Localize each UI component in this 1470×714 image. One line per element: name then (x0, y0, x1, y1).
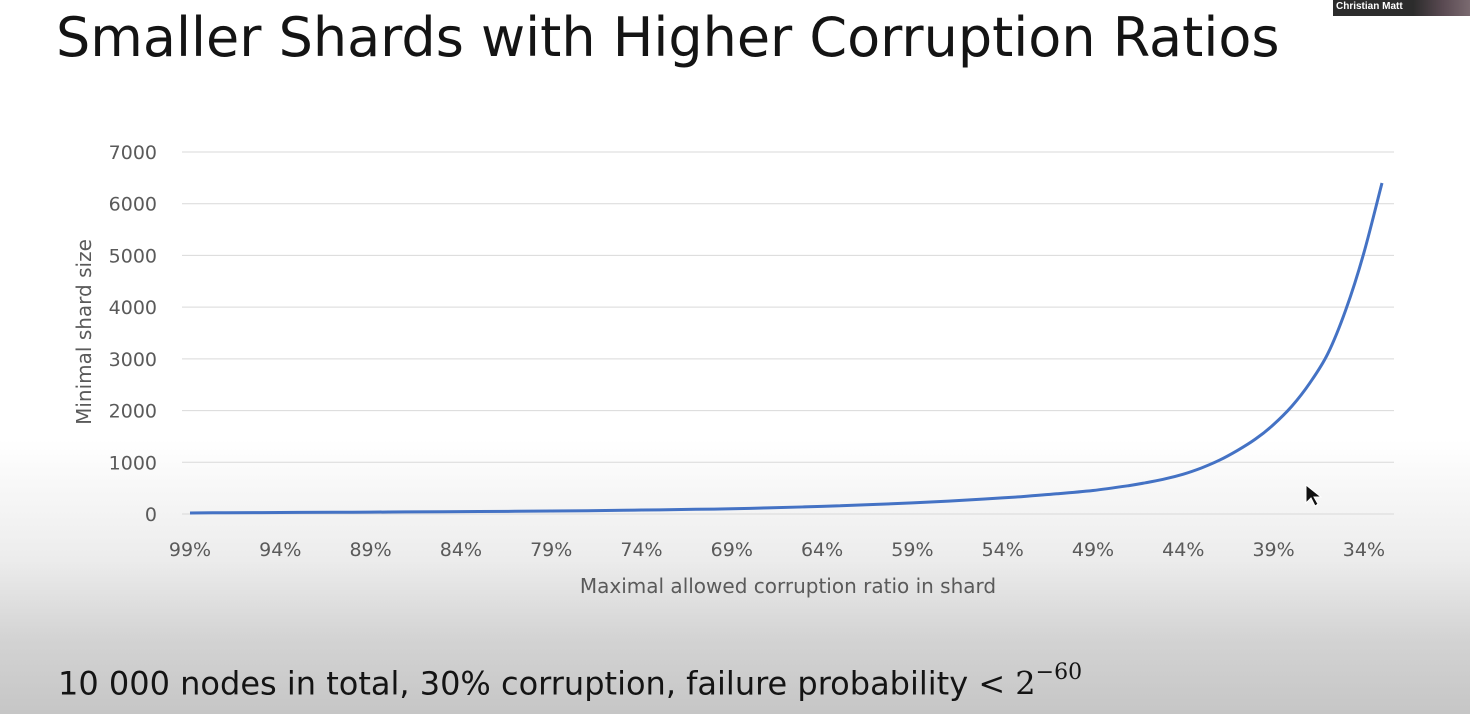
y-tick-label: 1000 (109, 452, 157, 474)
grid-lines (182, 151, 1394, 515)
x-tick-label: 84% (440, 539, 482, 561)
x-tick-label: 34% (1343, 539, 1385, 561)
mouse-cursor-icon (1305, 484, 1323, 507)
x-tick-label: 79% (530, 539, 572, 561)
x-tick-label: 94% (259, 539, 301, 561)
y-axis-ticks: 0 1000 2000 3000 4000 5000 6000 7000 (109, 142, 157, 526)
participant-video-tile: Christian Matt (1333, 0, 1470, 16)
footer-math-base: 2 (1015, 664, 1036, 703)
x-tick-label: 89% (349, 539, 391, 561)
y-axis-label: Minimal shard size (72, 239, 96, 425)
x-tick-label: 99% (169, 539, 211, 561)
x-tick-label: 69% (711, 539, 753, 561)
footer-caption: 10 000 nodes in total, 30% corruption, f… (58, 660, 1082, 703)
y-tick-label: 2000 (109, 401, 157, 423)
x-tick-label: 44% (1162, 539, 1204, 561)
x-tick-label: 74% (620, 539, 662, 561)
slide-title: Smaller Shards with Higher Corruption Ra… (56, 6, 1280, 69)
line-chart: 0 1000 2000 3000 4000 5000 6000 7000 99% 94% 89% 8… (72, 142, 1394, 598)
y-tick-label: 6000 (109, 194, 157, 216)
y-tick-label: 0 (145, 504, 157, 526)
x-tick-label: 54% (982, 539, 1024, 561)
series-line-minimal-shard-size (189, 182, 1384, 515)
footer-text: 10 000 nodes in total, 30% corruption, f… (58, 664, 969, 703)
x-tick-label: 39% (1252, 539, 1294, 561)
footer-math-exponent: −60 (1035, 660, 1083, 685)
x-axis-label: Maximal allowed corruption ratio in shar… (580, 574, 996, 598)
x-axis-ticks: 99% 94% 89% 84% 79% 74% 69% 64% 59% 54% 49% 44% 39% 3… (169, 539, 1385, 561)
x-tick-label: 59% (891, 539, 933, 561)
y-tick-label: 5000 (109, 245, 157, 267)
x-tick-label: 49% (1072, 539, 1114, 561)
y-tick-label: 4000 (109, 297, 157, 319)
footer-math-lt: < (978, 664, 1006, 703)
x-tick-label: 64% (801, 539, 843, 561)
participant-name: Christian Matt (1336, 1, 1403, 12)
y-tick-label: 3000 (109, 349, 157, 371)
y-tick-label: 7000 (109, 142, 157, 164)
